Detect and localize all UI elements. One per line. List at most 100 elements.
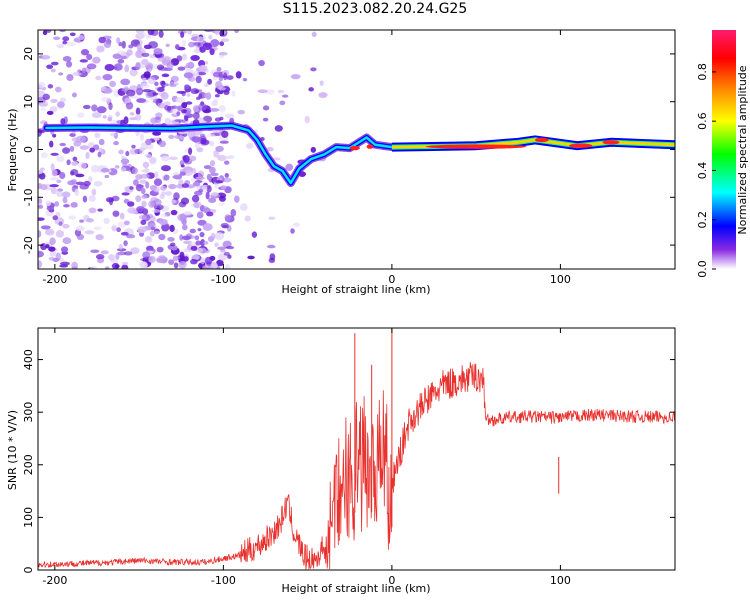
noise-speck [38, 250, 44, 258]
noise-speck [38, 90, 46, 97]
noise-speck [319, 80, 324, 86]
noise-speck [209, 48, 215, 56]
noise-speck [147, 64, 152, 71]
noise-speck [66, 41, 76, 47]
noise-speck [158, 140, 167, 148]
noise-speck [172, 175, 181, 179]
noise-speck [310, 146, 317, 153]
noise-speck [176, 90, 187, 94]
noise-speck [175, 96, 186, 104]
noise-speck [46, 110, 54, 116]
noise-speck [158, 233, 166, 241]
x-tick-label: -200 [42, 273, 67, 286]
noise-speck [274, 125, 283, 132]
noise-speck [54, 201, 60, 207]
noise-speck [136, 205, 146, 213]
noise-speck [145, 138, 152, 146]
noise-speck [62, 40, 68, 45]
x-tick-label: 0 [388, 574, 395, 587]
x-tick-label: 0 [388, 273, 395, 286]
noise-speck [95, 234, 104, 241]
noise-speck [95, 254, 105, 260]
noise-speck [262, 117, 269, 122]
noise-speck [190, 259, 198, 265]
noise-speck [68, 215, 76, 220]
noise-speck [38, 204, 44, 209]
noise-speck [200, 257, 205, 265]
noise-speck [108, 254, 115, 261]
noise-speck [58, 72, 64, 76]
noise-speck [98, 138, 105, 146]
noise-speck [154, 81, 159, 87]
noise-speck [86, 63, 97, 70]
noise-speck [50, 98, 58, 103]
y-tick-label: 300 [22, 402, 35, 423]
noise-speck [156, 64, 165, 71]
noise-speck [98, 258, 104, 263]
noise-speck [148, 255, 157, 264]
noise-speck [88, 176, 93, 183]
noise-speck [137, 147, 146, 152]
noise-speck [201, 184, 208, 193]
noise-speck [218, 51, 228, 56]
noise-speck [199, 231, 205, 238]
noise-speck [38, 81, 46, 89]
noise-speck [90, 249, 100, 254]
y-tick-label: 200 [22, 454, 35, 475]
noise-speck [209, 261, 218, 269]
noise-speck [196, 36, 205, 43]
noise-speck [190, 245, 198, 251]
noise-speck [218, 86, 226, 91]
noise-speck [188, 147, 193, 156]
noise-speck [121, 264, 129, 269]
noise-speck [133, 179, 139, 186]
noise-speck [222, 177, 232, 183]
snr-x-axis-label: Height of straight line (km) [281, 582, 430, 595]
noise-speck [178, 261, 187, 269]
noise-speck [59, 264, 68, 268]
noise-speck [218, 202, 225, 207]
noise-speck [192, 181, 201, 187]
snr-frame [37, 327, 676, 571]
noise-speck [169, 224, 175, 233]
noise-speck [113, 63, 123, 71]
noise-speck [146, 154, 152, 158]
noise-speck [114, 164, 120, 169]
noise-speck [176, 255, 186, 261]
noise-speck [220, 185, 227, 190]
noise-speck [206, 173, 212, 181]
noise-speck [49, 140, 54, 148]
noise-speck [100, 168, 110, 173]
noise-speck [57, 101, 65, 108]
noise-speck [197, 228, 202, 232]
noise-speck [157, 102, 166, 109]
noise-speck [193, 201, 202, 209]
noise-speck [224, 214, 231, 222]
noise-speck [88, 195, 96, 202]
noise-speck [62, 36, 70, 42]
x-tick-label: -100 [211, 574, 236, 587]
y-tick-label: 20 [22, 47, 35, 61]
noise-speck [97, 151, 102, 158]
noise-speck [40, 225, 51, 230]
noise-speck [61, 246, 69, 253]
noise-speck [165, 43, 170, 48]
noise-speck [210, 172, 219, 177]
noise-speck [125, 89, 136, 97]
spectrogram-ridge [42, 121, 675, 187]
noise-speck [242, 77, 248, 82]
noise-speck [160, 214, 168, 218]
noise-speck [136, 98, 147, 103]
noise-speck [217, 246, 227, 251]
noise-speck [47, 84, 54, 89]
noise-speck [108, 102, 113, 111]
noise-speck [87, 142, 95, 149]
noise-speck [38, 169, 44, 174]
noise-speck [149, 184, 157, 191]
noise-speck [182, 154, 190, 163]
noise-speck [141, 77, 147, 82]
noise-speck [195, 75, 202, 84]
noise-speck [62, 147, 71, 154]
colorbar-tick-label: 0.0 [696, 260, 709, 278]
noise-speck [181, 235, 191, 241]
